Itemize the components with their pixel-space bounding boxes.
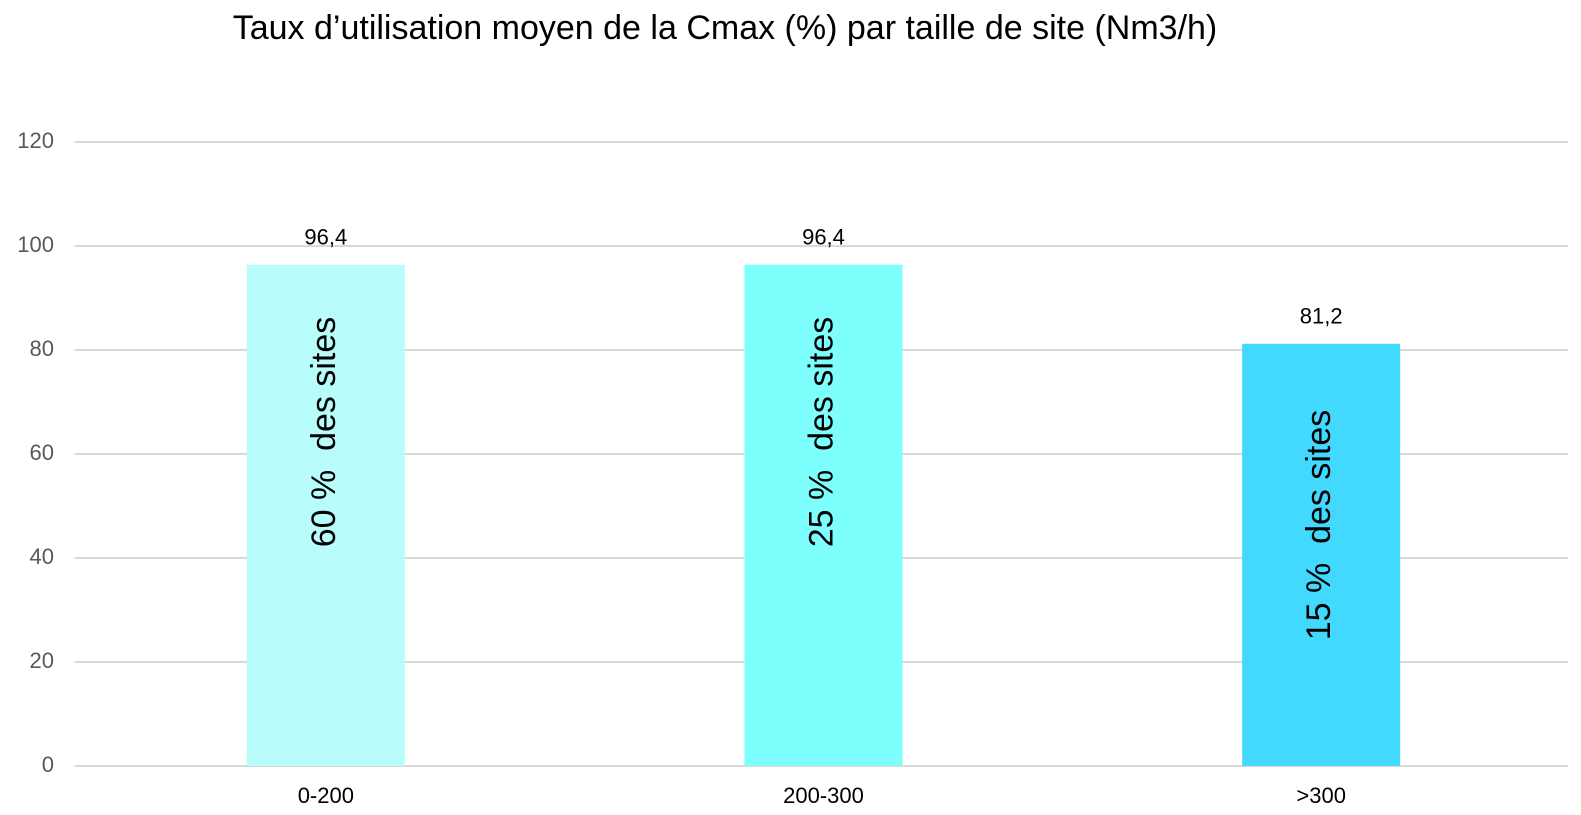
value-label: 96,4 <box>802 225 845 250</box>
bar <box>1242 343 1401 766</box>
y-tick-label: 0 <box>42 752 54 777</box>
y-tick-label: 100 <box>17 232 54 257</box>
value-label: 96,4 <box>304 225 347 250</box>
bar-annotation: 15 % des sites <box>1300 410 1338 641</box>
chart-title: Taux d’utilisation moyen de la Cmax (%) … <box>233 9 1218 47</box>
value-label: 81,2 <box>1300 304 1343 329</box>
x-tick-label: >300 <box>1296 783 1346 808</box>
y-tick-label: 120 <box>17 128 54 153</box>
y-tick-label: 40 <box>30 544 54 569</box>
bar-annotation: 25 % des sites <box>802 317 840 548</box>
x-tick-label: 200-300 <box>783 783 864 808</box>
bar <box>744 264 903 766</box>
x-tick-label: 0-200 <box>298 783 354 808</box>
bar <box>246 264 405 766</box>
y-tick-label: 20 <box>30 648 54 673</box>
y-tick-label: 60 <box>30 440 54 465</box>
y-tick-label: 80 <box>30 336 54 361</box>
bar-annotation: 60 % des sites <box>305 317 343 548</box>
